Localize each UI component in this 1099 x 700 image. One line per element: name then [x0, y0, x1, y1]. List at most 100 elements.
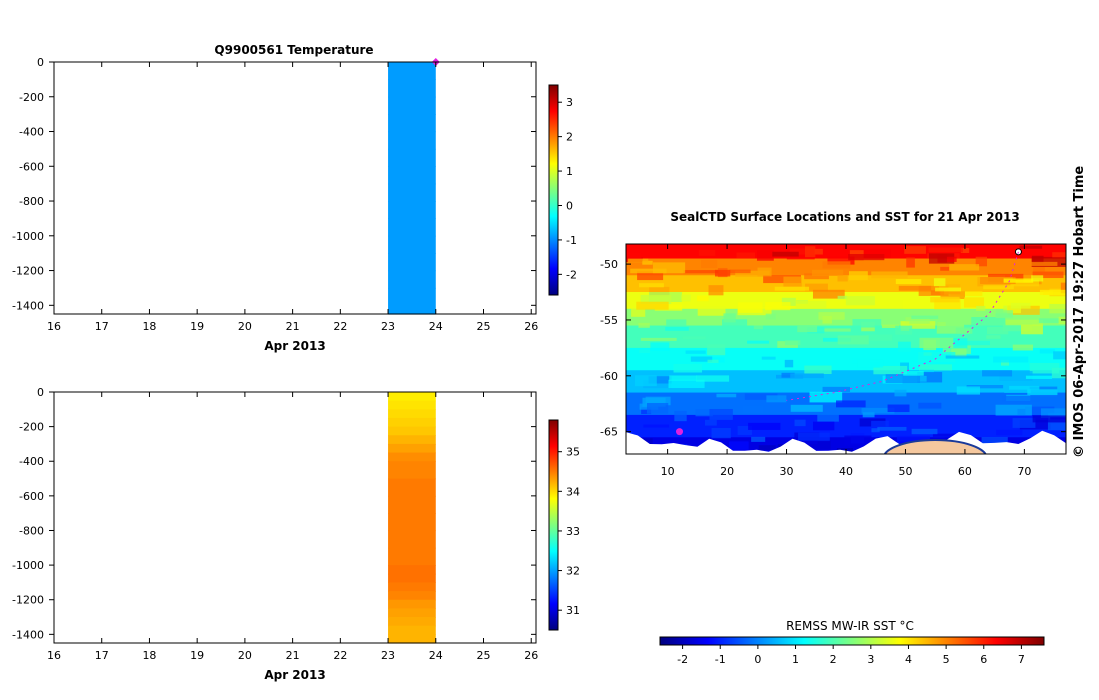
- profile-cell: [388, 608, 436, 618]
- sst-patch: [772, 251, 799, 257]
- map-x-tick-label: 50: [898, 465, 912, 478]
- sst-patch: [928, 253, 955, 264]
- sst-patch: [761, 356, 776, 360]
- sst-patch: [714, 269, 731, 277]
- sst-patch: [1010, 302, 1031, 309]
- profile-cell: [388, 235, 436, 254]
- profile-cell: [388, 201, 436, 220]
- y-tick-label: -1000: [12, 559, 44, 572]
- sst-patch: [966, 385, 1004, 389]
- sst-patch: [682, 336, 706, 340]
- x-tick-label: 16: [47, 649, 61, 662]
- sst-patch: [1040, 408, 1066, 418]
- sst-patch: [695, 409, 713, 417]
- sst-colorbar: -2 -1 0 1 2 3 4 5 6 7: [659, 636, 1045, 666]
- temperature-colorbar: 3 2 1 0 -1 -2: [548, 84, 577, 296]
- sst-patch: [781, 372, 795, 378]
- sst-patch: [1005, 319, 1043, 326]
- sst-patch: [918, 352, 956, 363]
- sst-patch: [1019, 245, 1043, 249]
- x-tick-label: 23: [381, 320, 395, 333]
- sst-patch: [811, 269, 844, 276]
- colorbar-tick-label: 31: [566, 604, 580, 617]
- sst-patch: [982, 370, 1013, 377]
- sst-patch: [1002, 395, 1040, 403]
- sst-patch: [877, 426, 907, 431]
- sst-patch: [708, 285, 724, 296]
- y-tick-label: -1000: [12, 230, 44, 243]
- sst-patch: [844, 435, 872, 446]
- sst-patch: [669, 375, 697, 381]
- colorbar-tick-label: 34: [566, 485, 580, 498]
- temperature-xlabel: Apr 2013: [264, 339, 325, 353]
- sst-patch: [1012, 344, 1033, 351]
- sst-patch: [918, 402, 942, 409]
- sst-patch: [751, 436, 766, 442]
- sst-patch: [903, 371, 924, 376]
- sst-colorbar-tick-label: 2: [830, 653, 837, 666]
- colorbar-ramp: [548, 84, 559, 296]
- sst-patch: [729, 441, 749, 450]
- sst-patch: [804, 365, 832, 374]
- x-tick-label: 22: [333, 320, 347, 333]
- y-tick-label: -1400: [12, 628, 44, 641]
- sst-patch: [822, 316, 832, 324]
- y-tick-label: -1400: [12, 299, 44, 312]
- profile-cell: [388, 270, 436, 289]
- sst-patch: [900, 321, 936, 329]
- sst-patch: [1039, 289, 1066, 296]
- sst-patch: [823, 337, 851, 342]
- sst-patch: [837, 335, 869, 345]
- sst-patch: [940, 266, 950, 271]
- sst-patch: [665, 326, 689, 331]
- sst-patch: [960, 247, 970, 253]
- profile-cell: [388, 625, 436, 635]
- sst-patch: [781, 297, 796, 306]
- sst-patch: [648, 376, 672, 384]
- sst-patch: [685, 350, 706, 354]
- x-tick-label: 17: [95, 320, 109, 333]
- x-tick-label: 25: [477, 649, 491, 662]
- sst-patch: [980, 277, 1016, 285]
- temperature-data: [388, 58, 440, 315]
- sst-patch: [1030, 261, 1058, 266]
- sst-patch: [630, 268, 667, 274]
- profile-cell: [388, 573, 436, 584]
- profile-cell: [388, 634, 436, 644]
- x-tick-label: 18: [142, 649, 156, 662]
- sst-patch: [798, 432, 830, 442]
- sst-patch: [845, 296, 875, 306]
- sst-patch: [1002, 323, 1033, 332]
- x-tick-label: 17: [95, 649, 109, 662]
- sst-patch: [643, 424, 670, 428]
- sst-patch: [711, 428, 731, 439]
- sst-patch: [945, 355, 980, 359]
- sst-patch: [911, 315, 939, 319]
- colorbar-tick-label: -2: [566, 268, 577, 281]
- sst-patch: [995, 310, 1013, 319]
- y-tick-label: 0: [37, 386, 44, 399]
- profile-cell: [388, 591, 436, 601]
- colorbar-tick-label: 0: [566, 199, 573, 212]
- salinity-axes-frame: [53, 391, 537, 644]
- sst-colorbar-tick-label: 6: [980, 653, 987, 666]
- sst-patch: [809, 391, 843, 403]
- sst-patch: [964, 324, 975, 330]
- sst-colorbar-tick-label: -2: [677, 653, 688, 666]
- y-tick-label: 0: [37, 56, 44, 69]
- sst-patch: [898, 285, 932, 291]
- y-tick-label: -200: [19, 421, 44, 434]
- y-tick-label: -400: [19, 455, 44, 468]
- sst-patch: [861, 407, 895, 414]
- profile-cell: [388, 409, 436, 419]
- sst-colorbar-tick-label: 7: [1018, 653, 1025, 666]
- colorbar-ramp: [548, 419, 559, 631]
- sst-patch: [765, 302, 791, 311]
- sst-patch: [794, 419, 806, 427]
- sst-patch: [641, 407, 652, 415]
- y-tick-label: -1200: [12, 265, 44, 278]
- sst-patch: [642, 397, 666, 407]
- map-x-tick-label: 20: [720, 465, 734, 478]
- map-y-tick-label: -65: [600, 426, 618, 439]
